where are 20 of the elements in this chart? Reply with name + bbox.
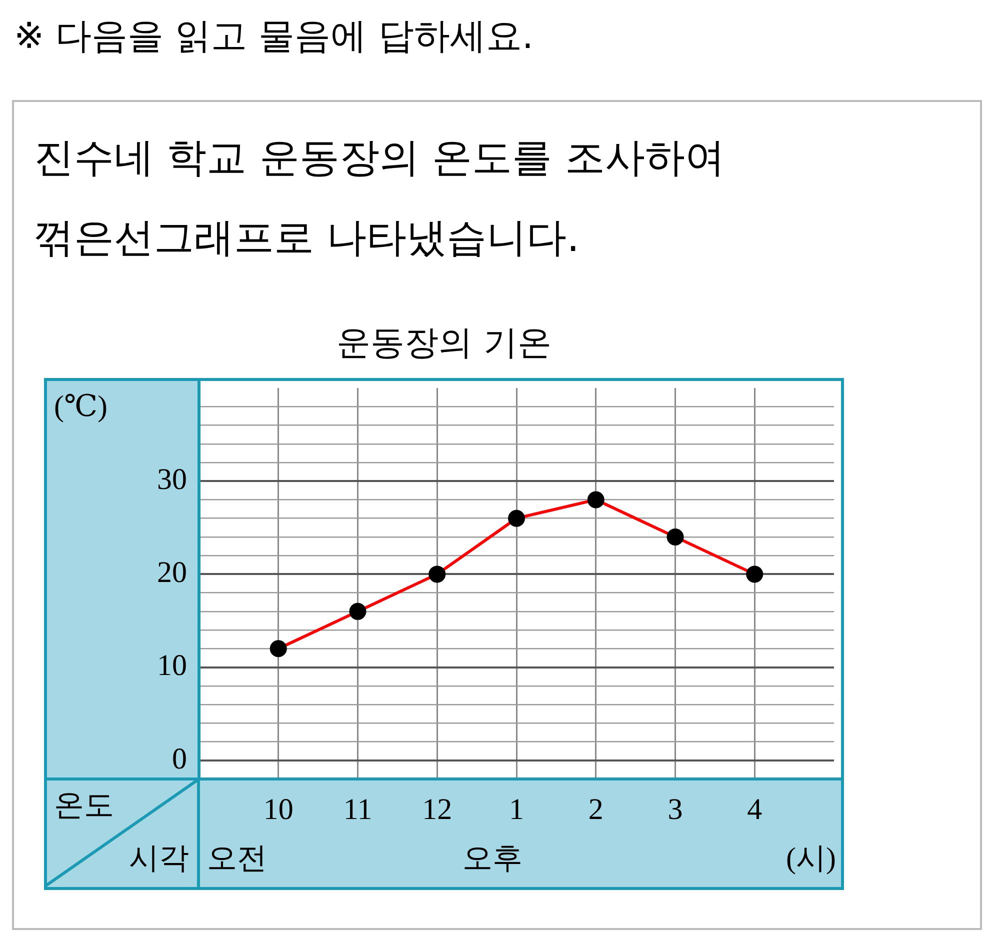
text: 오후	[462, 842, 523, 875]
text: ※ 다음을 읽고 물음에 답하세요.	[14, 15, 534, 59]
x-tick-label: 10	[263, 792, 294, 826]
y-axis-title: (℃)	[54, 390, 108, 423]
x-axis-title: (시)	[786, 842, 836, 875]
x-tick-label: 1	[509, 792, 524, 826]
x-tick-label: 2	[588, 792, 604, 826]
y-tick-label: 0	[172, 742, 187, 776]
x-tick-label: 12	[422, 792, 452, 826]
text: 시각	[129, 842, 189, 875]
x-tick-label: 4	[747, 792, 762, 826]
chart-title: 운동장의 기온	[336, 322, 552, 365]
y-tick-label: 30	[157, 462, 187, 496]
text: 온도	[54, 788, 114, 822]
x-tick-label: 3	[668, 792, 683, 826]
x-tick-label: 11	[343, 792, 372, 826]
text: 오전	[207, 842, 267, 875]
y-tick-label: 10	[157, 649, 187, 682]
y-tick-label: 20	[157, 556, 187, 590]
chart-subtitle: 진수네 학교 운동장의 온도를 조사하여 꺾은선그래프로 나타냈습니다.	[34, 134, 726, 263]
